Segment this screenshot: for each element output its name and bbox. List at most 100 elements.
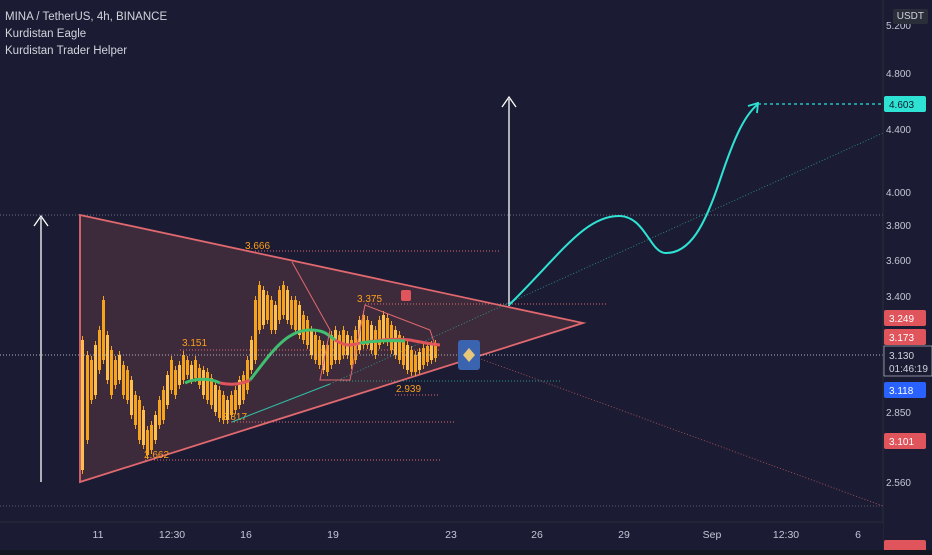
price-axis[interactable]: 2.560 2.850 3.400 3.600 3.800 4.000 4.400 4.800… <box>882 0 932 554</box>
candle-body <box>286 290 289 320</box>
time-tick-label: 16 <box>240 529 252 541</box>
candle-body <box>222 395 225 420</box>
symbol-title[interactable]: MINA / TetherUS, 4h, BINANCE <box>5 11 168 23</box>
indicator-red-segment <box>219 378 251 386</box>
candle-body <box>410 350 413 372</box>
candle-body <box>318 340 321 365</box>
candle-body <box>206 372 209 400</box>
level-label: 3.151 <box>182 338 207 349</box>
candle-body <box>178 365 181 385</box>
price-badge <box>884 433 926 449</box>
candle-body <box>338 335 341 360</box>
indicator-overlay <box>184 261 441 423</box>
current-price-badge <box>883 345 932 377</box>
level-label: 3.666 <box>245 241 270 252</box>
level-label: 2.662 <box>144 450 169 461</box>
price-badge-label: 4.603 <box>889 100 914 111</box>
indicator-kurdistan-trader-helper[interactable]: Kurdistan Trader Helper <box>5 45 128 57</box>
upper-trend-extension <box>329 132 884 385</box>
price-tick-label: 4.800 <box>886 69 911 80</box>
candle-body <box>194 360 197 378</box>
candle-body <box>378 320 381 345</box>
candle-body <box>142 410 145 445</box>
price-tick-label: 4.400 <box>886 125 911 136</box>
candle-body <box>394 330 397 355</box>
bar-countdown-label: 01:46:19 <box>889 364 928 375</box>
candle-body <box>246 360 249 390</box>
candle-body <box>150 425 153 450</box>
candle-body <box>226 400 229 420</box>
candle-body <box>366 320 369 345</box>
time-tick-label: 11 <box>93 529 104 541</box>
candle-body <box>270 300 273 330</box>
candle-body <box>402 340 405 365</box>
candle-body <box>218 390 221 418</box>
candle-body <box>254 300 257 360</box>
candle-body <box>426 346 429 362</box>
eagle-logo-icon <box>458 340 480 370</box>
candle-body <box>418 352 421 370</box>
candle-body <box>266 295 269 320</box>
chart-legend: MINA / TetherUS, 4h, BINANCE Kurdistan E… <box>5 9 167 60</box>
candle-body <box>306 320 309 345</box>
candle-body <box>126 370 129 400</box>
candle-body <box>138 400 141 440</box>
time-tick-label: 12:30 <box>773 529 799 541</box>
candle-body <box>258 285 261 330</box>
candle-body <box>386 318 389 342</box>
projection-drawings <box>0 95 883 482</box>
alert-marker <box>401 290 411 301</box>
price-tick-label: 4.000 <box>886 188 911 199</box>
candle-body <box>166 375 169 405</box>
candle-body <box>330 335 333 365</box>
candle-body <box>102 300 105 360</box>
candle-body <box>174 370 177 395</box>
candle-body <box>230 395 233 415</box>
grid-lines <box>0 214 883 507</box>
price-tick-label: 5.200 <box>886 21 911 32</box>
candle-body <box>250 340 253 370</box>
candle-body <box>114 360 117 385</box>
candle-body <box>434 344 437 358</box>
candle-body <box>278 290 281 320</box>
candle-body <box>198 368 201 385</box>
time-axis[interactable]: 11 12:30 16 19 23 26 29 Sep 12:30 6 <box>0 521 883 550</box>
arrow-head-right <box>501 95 517 108</box>
candle-body <box>130 380 133 415</box>
candle-body <box>234 390 237 410</box>
price-badge <box>884 329 926 345</box>
candle-body <box>310 330 313 355</box>
time-tick-label: 29 <box>618 529 630 541</box>
level-label: 2.939 <box>396 384 421 395</box>
candle-body <box>122 365 125 395</box>
price-badge <box>884 96 926 112</box>
candle-body <box>90 360 93 400</box>
candle-body <box>382 315 385 340</box>
candle-body <box>302 315 305 340</box>
candle-body <box>326 345 329 372</box>
candle-body <box>134 395 137 425</box>
currency-unit-badge[interactable]: USDT <box>892 9 928 24</box>
candle-body <box>406 345 409 370</box>
indicator-green-segment <box>359 339 406 345</box>
candle-body <box>182 355 185 380</box>
candle-body <box>242 375 245 400</box>
time-tick-label: 19 <box>327 529 339 541</box>
candle-body <box>154 415 157 440</box>
price-tick-label: 3.800 <box>886 221 911 232</box>
candle-body <box>106 335 109 380</box>
price-badge-label: 3.101 <box>889 437 914 448</box>
indicator-kurdistan-eagle[interactable]: Kurdistan Eagle <box>5 28 87 40</box>
price-tick-label: 2.850 <box>886 408 911 419</box>
lower-trend-extension <box>469 354 884 507</box>
candle-body <box>238 380 241 405</box>
candle-body <box>162 390 165 420</box>
support-trendline <box>231 383 331 423</box>
candle-body <box>362 315 365 345</box>
candle-body <box>274 305 277 330</box>
price-badge-label: 3.249 <box>889 314 914 325</box>
candle-body <box>290 300 293 325</box>
price-tick-label: 3.600 <box>886 256 911 267</box>
